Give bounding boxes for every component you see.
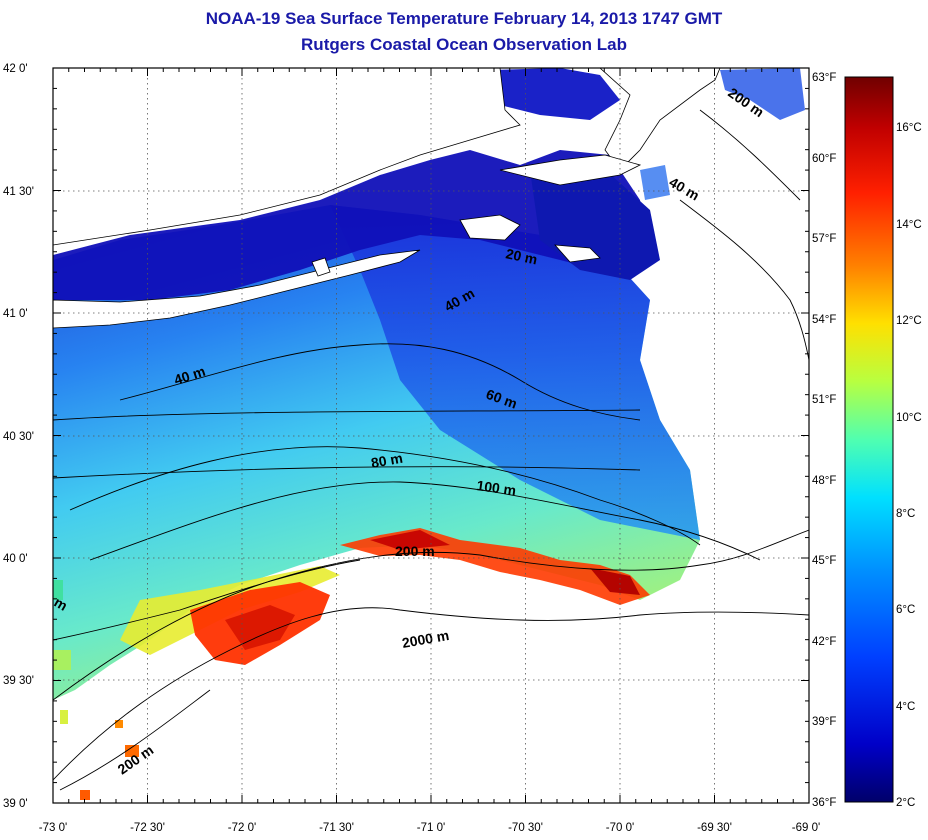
lat-label: 40 0' bbox=[3, 553, 28, 565]
f-label: 63°F bbox=[812, 72, 836, 84]
contour-label: 100 m bbox=[476, 477, 518, 498]
lon-label: -71 30' bbox=[319, 822, 354, 834]
lon-label: -72 30' bbox=[130, 822, 165, 834]
lat-label: 41 30' bbox=[3, 186, 34, 198]
f-label: 51°F bbox=[812, 394, 836, 406]
contour-label: 80 m bbox=[370, 450, 404, 471]
lon-label: -70 30' bbox=[508, 822, 543, 834]
contour-label: 20 m bbox=[504, 245, 539, 267]
lat-label: 39 30' bbox=[3, 675, 34, 687]
lat-label: 42 0' bbox=[3, 63, 28, 75]
lon-label: -70 0' bbox=[606, 822, 634, 834]
lon-label: -71 0' bbox=[417, 822, 445, 834]
contour-label: 2000 m bbox=[401, 627, 451, 651]
lat-label: 41 0' bbox=[3, 308, 28, 320]
c-label: 16°C bbox=[896, 122, 922, 134]
lat-label: 39 0' bbox=[3, 798, 28, 810]
f-label: 60°F bbox=[812, 153, 836, 165]
longitude-labels: -73 0' -72 30' -72 0' -71 30' -71 0' -70… bbox=[39, 822, 820, 834]
colorbar bbox=[844, 76, 894, 803]
f-label: 57°F bbox=[812, 233, 836, 245]
contour-label: 40 m bbox=[667, 174, 703, 204]
c-label: 8°C bbox=[896, 508, 915, 520]
map-title: NOAA-19 Sea Surface Temperature February… bbox=[205, 9, 723, 28]
c-label: 12°C bbox=[896, 315, 922, 327]
latitude-labels: 42 0' 41 30' 41 0' 40 30' 40 0' 39 30' 3… bbox=[3, 63, 34, 810]
f-label: 39°F bbox=[812, 716, 836, 728]
lat-label: 40 30' bbox=[3, 431, 34, 443]
contour-label: 200 m bbox=[395, 543, 435, 559]
lon-label: -69 0' bbox=[792, 822, 820, 834]
colorbar-celsius-labels: 16°C 14°C 12°C 10°C 8°C 6°C 4°C 2°C bbox=[896, 122, 922, 809]
f-label: 54°F bbox=[812, 314, 836, 326]
c-label: 14°C bbox=[896, 219, 922, 231]
f-label: 45°F bbox=[812, 555, 836, 567]
c-label: 4°C bbox=[896, 701, 915, 713]
c-label: 6°C bbox=[896, 604, 915, 616]
f-label: 36°F bbox=[812, 797, 836, 809]
lon-label: -69 30' bbox=[697, 822, 732, 834]
c-label: 2°C bbox=[896, 797, 915, 809]
c-label: 10°C bbox=[896, 412, 922, 424]
colorbar-fahrenheit-labels: 63°F 60°F 57°F 54°F 51°F 48°F 45°F 42°F … bbox=[812, 72, 836, 809]
lon-label: -72 0' bbox=[228, 822, 256, 834]
f-label: 42°F bbox=[812, 636, 836, 648]
lon-label: -73 0' bbox=[39, 822, 67, 834]
f-label: 48°F bbox=[812, 475, 836, 487]
map-subtitle: Rutgers Coastal Ocean Observation Lab bbox=[301, 35, 627, 54]
